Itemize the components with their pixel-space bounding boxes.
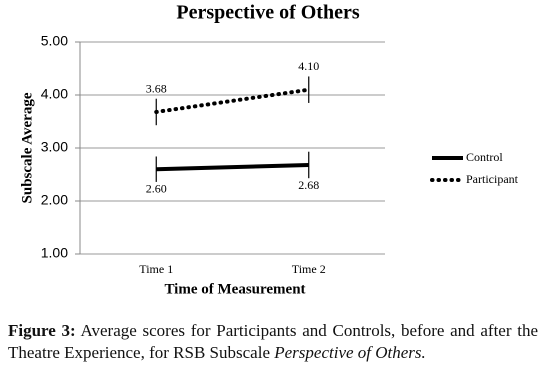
data-label: 2.68 — [298, 178, 319, 192]
caption: Figure 3: Average scores for Participant… — [8, 320, 538, 364]
data-label: 3.68 — [146, 81, 167, 95]
x-axis-label: Time of Measurement — [164, 281, 305, 297]
x-tick-label: Time 2 — [292, 262, 326, 276]
x-tick-label: Time 1 — [139, 262, 173, 276]
series-line — [154, 87, 311, 114]
caption-label: Figure 3: — [8, 321, 76, 340]
y-tick-label: 4.00 — [41, 86, 68, 102]
legend-label: Control — [466, 150, 503, 164]
y-tick-label: 3.00 — [41, 139, 68, 155]
chart: Perspective of Others Subscale Average T… — [19, 2, 519, 298]
caption-text: Average scores for Participants and Cont… — [8, 321, 538, 362]
legend-label: Participant — [466, 172, 519, 186]
y-tick-label: 5.00 — [41, 33, 68, 49]
caption-emphasis: Perspective of Others. — [274, 343, 426, 362]
y-tick-label: 2.00 — [41, 192, 68, 208]
chart-title: Perspective of Others — [176, 2, 359, 24]
y-axis-label: Subscale Average — [19, 92, 35, 203]
y-tick-label: 1.00 — [41, 245, 68, 261]
series-line — [156, 162, 309, 172]
data-label: 2.60 — [146, 182, 167, 196]
data-label: 4.10 — [298, 59, 319, 73]
